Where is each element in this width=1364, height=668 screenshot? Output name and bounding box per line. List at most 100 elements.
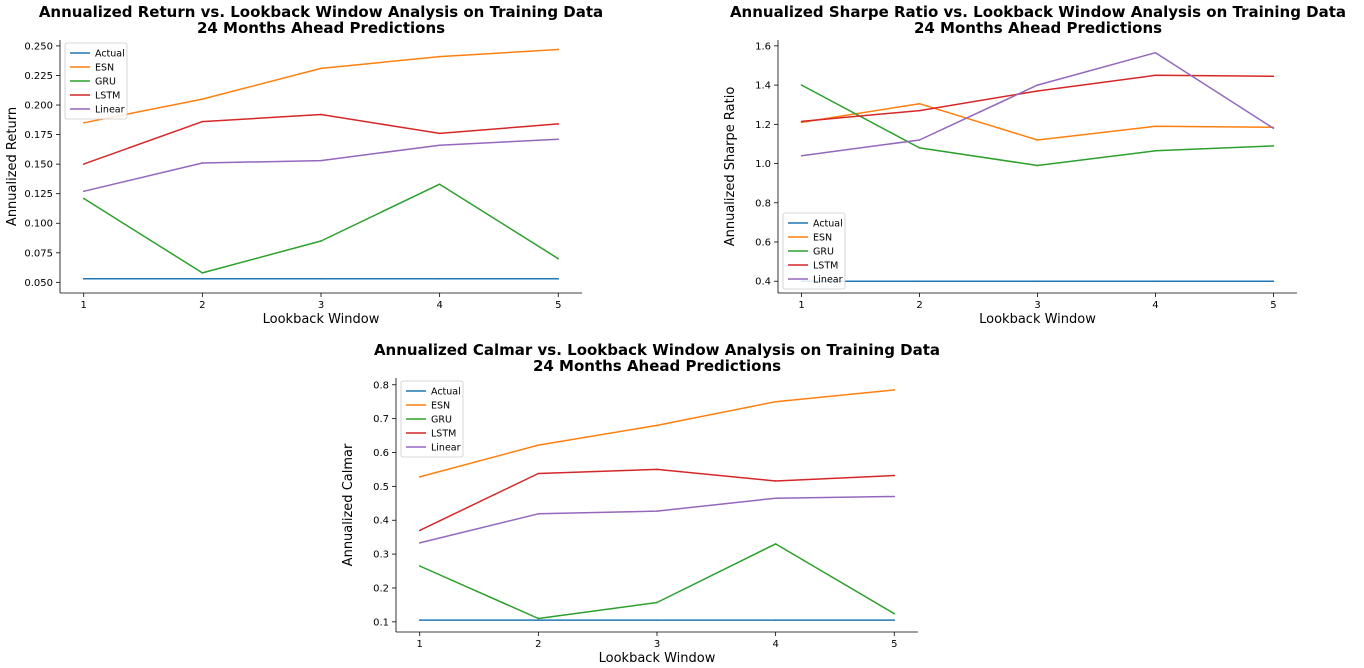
data-point-linear	[418, 542, 421, 544]
legend-label-gru: GRU	[431, 415, 452, 426]
legend-label-actual: Actual	[95, 49, 125, 60]
data-point-actual	[1272, 280, 1275, 283]
data-point-lstm	[438, 132, 441, 135]
data-point-lstm	[537, 472, 540, 475]
data-point-lstm	[893, 474, 896, 477]
series-line-linear	[419, 495, 895, 544]
data-point-linear	[893, 495, 896, 498]
y-tick-label: 1.4	[755, 81, 771, 92]
legend-box	[64, 42, 128, 120]
data-point-linear	[800, 154, 803, 157]
series-line-esn	[419, 389, 895, 478]
series-line-esn	[83, 48, 559, 124]
x-tick-label: 3	[318, 300, 324, 311]
x-tick-label: 3	[1034, 300, 1040, 311]
y-tick-label: 0.175	[24, 130, 53, 141]
legend-label-linear: Linear	[813, 275, 843, 286]
series-line-linear	[83, 138, 559, 193]
legend-box	[782, 212, 846, 290]
legend-label-lstm: LSTM	[95, 91, 120, 102]
y-axis-label: Annualized Calmar	[341, 443, 356, 566]
y-tick-label: 0.6	[373, 448, 389, 459]
data-point-esn	[1036, 139, 1039, 141]
data-point-gru	[320, 240, 322, 242]
x-axis-label: Lookback Window	[599, 651, 716, 666]
data-point-esn	[557, 48, 560, 51]
y-tick-label: 0.100	[24, 219, 53, 230]
data-point-gru	[800, 84, 803, 86]
data-point-actual	[82, 278, 85, 280]
y-tick-label: 0.4	[373, 516, 389, 527]
data-point-linear	[82, 190, 85, 193]
data-point-actual	[557, 278, 560, 280]
data-point-actual	[418, 619, 421, 621]
chart-subtitle: 24 Months Ahead Predictions	[914, 19, 1162, 37]
series-line-lstm	[83, 113, 559, 165]
chart-subtitle: 24 Months Ahead Predictions	[197, 19, 445, 37]
data-point-lstm	[320, 113, 322, 116]
data-point-esn	[82, 121, 85, 124]
x-axis-label: Lookback Window	[979, 312, 1096, 327]
return-chart: Annualized Return vs. Lookback Window An…	[5, 3, 603, 327]
data-point-esn	[537, 444, 540, 446]
legend-label-linear: Linear	[431, 443, 461, 454]
y-tick-label: 1.2	[755, 120, 771, 131]
data-point-linear	[537, 513, 540, 515]
y-tick-label: 0.2	[373, 583, 389, 594]
data-point-linear	[1272, 127, 1275, 130]
data-point-linear	[557, 138, 560, 141]
data-point-linear	[201, 162, 204, 164]
y-tick-label: 0.6	[755, 238, 771, 249]
legend-label-esn: ESN	[431, 401, 450, 412]
x-tick-label: 1	[798, 300, 804, 311]
y-tick-label: 0.8	[373, 380, 389, 391]
y-axis-label: Annualized Return	[5, 107, 20, 226]
data-point-lstm	[800, 120, 803, 123]
x-tick-label: 5	[555, 300, 561, 311]
y-tick-label: 0.3	[373, 550, 389, 561]
calmar-chart: Annualized Calmar vs. Lookback Window An…	[341, 341, 940, 666]
data-point-lstm	[557, 123, 560, 125]
data-point-linear	[438, 144, 441, 147]
series-line-gru	[801, 84, 1274, 167]
series-line-esn	[801, 102, 1274, 141]
data-point-lstm	[1154, 74, 1157, 77]
x-tick-label: 2	[535, 639, 541, 650]
data-point-gru	[893, 612, 896, 615]
x-tick-label: 3	[654, 639, 660, 650]
data-point-gru	[774, 543, 777, 545]
series-line-gru	[83, 183, 559, 274]
data-point-gru	[557, 257, 560, 260]
data-point-gru	[82, 197, 85, 200]
data-point-gru	[438, 183, 441, 186]
data-point-linear	[774, 497, 777, 500]
x-tick-label: 2	[199, 300, 205, 311]
chart-subtitle: 24 Months Ahead Predictions	[533, 357, 781, 375]
chart-title: Annualized Return vs. Lookback Window An…	[39, 3, 603, 21]
series-line-gru	[419, 543, 895, 620]
data-point-linear	[656, 510, 658, 512]
data-point-linear	[320, 159, 322, 162]
data-point-actual	[656, 619, 658, 621]
data-point-lstm	[201, 120, 204, 123]
data-point-lstm	[82, 163, 85, 165]
legend-box	[400, 380, 464, 458]
y-tick-label: 0.7	[373, 414, 389, 425]
data-point-esn	[201, 98, 204, 100]
y-tick-label: 0.150	[24, 160, 53, 171]
data-point-gru	[537, 617, 540, 620]
data-point-lstm	[418, 529, 421, 532]
data-point-lstm	[1036, 90, 1039, 92]
y-tick-label: 0.5	[373, 482, 389, 493]
y-tick-label: 0.1	[373, 617, 389, 628]
y-tick-label: 0.8	[755, 198, 771, 209]
data-point-actual	[1154, 280, 1157, 283]
x-tick-label: 2	[916, 300, 922, 311]
legend-label-gru: GRU	[95, 77, 116, 88]
y-tick-label: 0.225	[24, 71, 53, 82]
data-point-esn	[893, 389, 896, 391]
x-tick-label: 1	[81, 300, 87, 311]
data-point-gru	[418, 565, 421, 567]
legend-label-lstm: LSTM	[431, 429, 456, 440]
data-point-lstm	[774, 480, 777, 482]
